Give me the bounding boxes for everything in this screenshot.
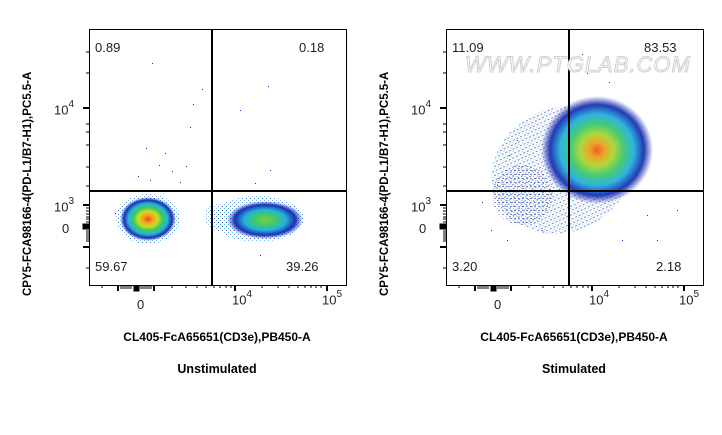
x-tick-0: 0: [494, 297, 502, 312]
y-tick-1e3: 103: [54, 196, 75, 215]
quadrant-ur-value: 0.18: [299, 40, 325, 55]
panel-caption: Unstimulated: [177, 362, 257, 376]
panel-unstimulated: CPY5-FCA98166-4(PD-L1/B7-H1),PC5.5-A 104…: [22, 29, 347, 376]
panel-caption: Stimulated: [542, 362, 606, 376]
y-tick-0: 0: [419, 221, 427, 236]
quadrant-ul-value: 0.89: [95, 40, 121, 55]
quadrant-ul-value: 11.09: [452, 40, 484, 55]
y-tick-0: 0: [62, 221, 70, 236]
scatter-plot: [447, 30, 703, 285]
y-tick-1e3: 103: [411, 196, 432, 215]
x-tick-1e5: 105: [322, 289, 343, 308]
quadrant-lr-value: 39.26: [286, 259, 319, 274]
x-axis-label: CL405-FcA65651(CD3e),PB450-A: [480, 330, 668, 344]
plot-area: 0.89 0.18 59.67 39.26: [89, 29, 347, 286]
quadrant-ll-value: 3.20: [452, 259, 478, 274]
x-tick-1e4: 104: [589, 289, 610, 308]
x-axis-label: CL405-FcA65651(CD3e),PB450-A: [123, 330, 311, 344]
panel-stimulated: CPY5-FCA98166-4(PD-L1/B7-H1),PC5.5-A 104…: [357, 0, 718, 435]
scatter-plot: [90, 30, 346, 285]
y-tick-1e4: 104: [54, 99, 75, 118]
x-tick-1e4: 104: [232, 289, 253, 308]
x-tick-1e5: 105: [679, 289, 700, 308]
plot-area: WWW.PTGLAB.COM 11.09 83.53 3.20 2.18: [446, 29, 704, 286]
quadrant-lr-value: 2.18: [656, 259, 682, 274]
watermark: WWW.PTGLAB.COM: [465, 52, 691, 78]
y-tick-1e4: 104: [411, 99, 432, 118]
x-tick-0: 0: [137, 297, 145, 312]
quadrant-ll-value: 59.67: [95, 259, 128, 274]
quadrant-ur-value: 83.53: [644, 40, 677, 55]
